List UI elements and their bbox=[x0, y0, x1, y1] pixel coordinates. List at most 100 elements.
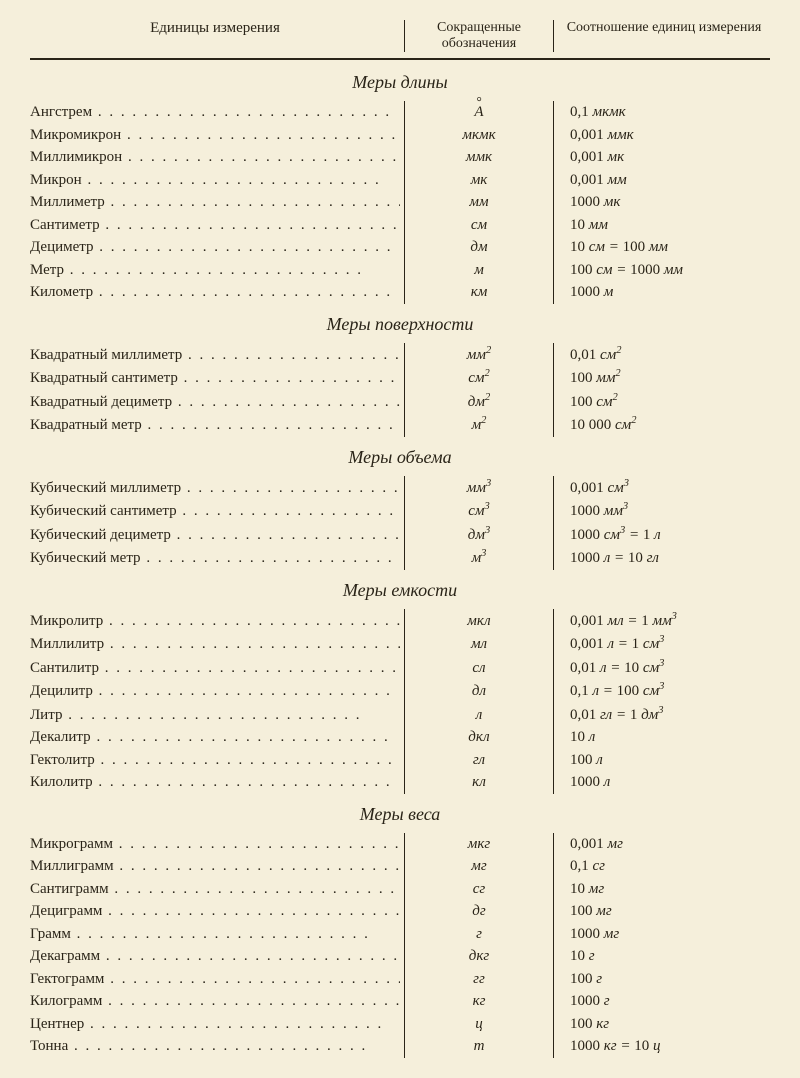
unit-abbr: мк bbox=[409, 169, 549, 192]
row-sep bbox=[404, 679, 405, 703]
row-sep bbox=[404, 366, 405, 390]
unit-abbr: сл bbox=[409, 657, 549, 680]
row-sep bbox=[404, 191, 405, 214]
unit-ratio: 1000 см3 = 1 л bbox=[558, 523, 770, 547]
header-col-abbr: Сокращенные обозначения bbox=[409, 20, 549, 52]
unit-ratio: 10 000 см2 bbox=[558, 413, 770, 437]
row-sep bbox=[553, 523, 554, 547]
table-row: Сантиметр см 10 мм bbox=[30, 214, 770, 237]
row-sep bbox=[553, 923, 554, 946]
unit-abbr: л bbox=[409, 704, 549, 727]
unit-ratio: 0,1 л = 100 см3 bbox=[558, 679, 770, 703]
unit-ratio: 1000 м bbox=[558, 281, 770, 304]
unit-name: Сантиметр bbox=[30, 214, 400, 237]
row-sep bbox=[404, 546, 405, 570]
table-row: АнгстремA0,1 мкмк bbox=[30, 101, 770, 124]
sections-container: Меры длины АнгстремA0,1 мкмкМикромикрон мк… bbox=[30, 72, 770, 1058]
table-row: Микромикрон мкмк 0,001 ммк bbox=[30, 124, 770, 147]
unit-name: Децилитр bbox=[30, 680, 400, 703]
unit-name: Миллиграмм bbox=[30, 855, 400, 878]
row-sep bbox=[404, 413, 405, 437]
section-title: Меры длины bbox=[30, 72, 770, 93]
row-sep bbox=[553, 771, 554, 794]
unit-abbr: см2 bbox=[409, 366, 549, 390]
unit-abbr: дм3 bbox=[409, 523, 549, 547]
units-table: Единицы измерения Сокращенные обозначени… bbox=[30, 20, 770, 1058]
table-header: Единицы измерения Сокращенные обозначени… bbox=[30, 20, 770, 60]
table-row: Квадратный миллиметрмм20,01 см2 bbox=[30, 343, 770, 367]
unit-ratio: 0,001 см3 bbox=[558, 476, 770, 500]
unit-abbr: см3 bbox=[409, 499, 549, 523]
unit-abbr: дм bbox=[409, 236, 549, 259]
row-sep bbox=[404, 124, 405, 147]
unit-abbr: мкмк bbox=[409, 124, 549, 147]
row-sep bbox=[404, 968, 405, 991]
unit-ratio: 10 мм bbox=[558, 214, 770, 237]
unit-ratio: 1000 мм3 bbox=[558, 499, 770, 523]
unit-abbr: сг bbox=[409, 878, 549, 901]
row-sep bbox=[404, 101, 405, 124]
row-sep bbox=[553, 968, 554, 991]
row-sep bbox=[404, 945, 405, 968]
unit-ratio: 1000 мк bbox=[558, 191, 770, 214]
unit-ratio: 1000 л bbox=[558, 771, 770, 794]
unit-name: Квадратный метр bbox=[30, 414, 400, 437]
row-sep bbox=[553, 656, 554, 680]
unit-ratio: 1000 г bbox=[558, 990, 770, 1013]
unit-name: Литр bbox=[30, 704, 400, 727]
unit-abbr: гг bbox=[409, 968, 549, 991]
unit-abbr: ц bbox=[409, 1013, 549, 1036]
unit-name: Микрограмм bbox=[30, 833, 400, 856]
table-row: Килограммкг1000 г bbox=[30, 990, 770, 1013]
row-sep bbox=[553, 878, 554, 901]
unit-ratio: 100 мг bbox=[558, 900, 770, 923]
header-col-units: Единицы измерения bbox=[30, 20, 400, 52]
unit-name: Микролитр bbox=[30, 610, 400, 633]
row-sep bbox=[553, 146, 554, 169]
row-sep bbox=[404, 281, 405, 304]
unit-ratio: 0,001 ммк bbox=[558, 124, 770, 147]
unit-abbr: см bbox=[409, 214, 549, 237]
unit-ratio: 0,001 мм bbox=[558, 169, 770, 192]
unit-ratio: 0,1 мкмк bbox=[558, 101, 770, 124]
unit-abbr: мм2 bbox=[409, 343, 549, 367]
unit-abbr: т bbox=[409, 1035, 549, 1058]
row-sep bbox=[553, 1035, 554, 1058]
table-row: Гектолитргл100 л bbox=[30, 749, 770, 772]
table-row: Килолитркл1000 л bbox=[30, 771, 770, 794]
unit-abbr: ммк bbox=[409, 146, 549, 169]
unit-abbr: м2 bbox=[409, 413, 549, 437]
row-sep bbox=[404, 214, 405, 237]
table-row: Дециграммдг100 мг bbox=[30, 900, 770, 923]
unit-name: Микромикрон bbox=[30, 124, 400, 147]
unit-name: Килограмм bbox=[30, 990, 400, 1013]
row-sep bbox=[404, 343, 405, 367]
table-row: Кубический сантиметрсм31000 мм3 bbox=[30, 499, 770, 523]
row-sep bbox=[553, 855, 554, 878]
table-row: Микролитрмкл0,001 мл = 1 мм3 bbox=[30, 609, 770, 633]
row-sep bbox=[553, 390, 554, 414]
row-sep bbox=[553, 101, 554, 124]
unit-abbr: мг bbox=[409, 855, 549, 878]
row-sep bbox=[553, 236, 554, 259]
row-sep bbox=[404, 523, 405, 547]
row-sep bbox=[553, 259, 554, 282]
unit-name: Квадратный миллиметр bbox=[30, 344, 400, 367]
unit-ratio: 0,01 л = 10 см3 bbox=[558, 656, 770, 680]
row-sep bbox=[404, 855, 405, 878]
table-row: Метрм100 см = 1000 мм bbox=[30, 259, 770, 282]
table-row: Сантиграммсг10 мг bbox=[30, 878, 770, 901]
row-sep bbox=[404, 833, 405, 856]
row-sep bbox=[404, 390, 405, 414]
row-sep bbox=[553, 499, 554, 523]
unit-name: Сантиграмм bbox=[30, 878, 400, 901]
unit-ratio: 10 г bbox=[558, 945, 770, 968]
row-sep bbox=[553, 632, 554, 656]
unit-name: Квадратный сантиметр bbox=[30, 367, 400, 390]
row-sep bbox=[404, 726, 405, 749]
unit-name: Центнер bbox=[30, 1013, 400, 1036]
row-sep bbox=[553, 191, 554, 214]
row-sep bbox=[404, 1035, 405, 1058]
unit-name: Квадратный дециметр bbox=[30, 391, 400, 414]
table-row: Миллиграмммг0,1 сг bbox=[30, 855, 770, 878]
